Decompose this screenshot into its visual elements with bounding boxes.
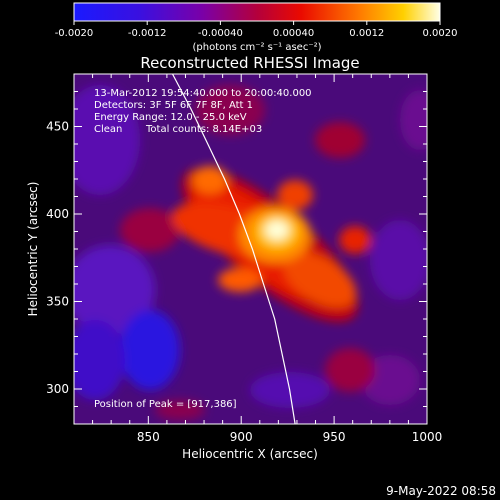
footer-date: 9-May-2022 08:58 bbox=[386, 484, 496, 498]
y-axis-label: Heliocentric Y (arcsec) bbox=[26, 182, 40, 317]
annotation-detectors: Detectors: 3F 5F 6F 7F 8F, Att 1 bbox=[94, 100, 253, 111]
colorbar-tick-label: -0.00040 bbox=[198, 28, 243, 39]
chart-title: Reconstructed RHESSI Image bbox=[140, 54, 359, 72]
annotation-method: Clean bbox=[94, 124, 122, 135]
colorbar: -0.0020 -0.0012 -0.00040 0.00040 0.0012 0.002… bbox=[55, 2, 458, 53]
colorbar-tick-label: 0.0020 bbox=[423, 28, 458, 39]
colorbar-tick-label: 0.0012 bbox=[349, 28, 384, 39]
colorbar-ticks: -0.0020 -0.0012 -0.00040 0.00040 0.0012 0.002… bbox=[55, 21, 458, 39]
annotation-peak-position: Position of Peak = [917,386] bbox=[94, 399, 237, 410]
x-tick-label: 850 bbox=[137, 430, 160, 444]
x-tick-label: 900 bbox=[230, 430, 253, 444]
colorbar-gradient bbox=[74, 3, 440, 21]
solar-limb-line bbox=[171, 74, 296, 424]
x-tick-label: 1000 bbox=[412, 430, 443, 444]
axis-ticks: 850 900 950 1000 300 350 400 450 bbox=[46, 73, 443, 444]
colorbar-units: (photons cm⁻² s⁻¹ asec⁻²) bbox=[192, 42, 321, 53]
colorbar-tick-label: -0.0012 bbox=[128, 28, 167, 39]
heatmap bbox=[74, 74, 427, 424]
y-tick-label: 350 bbox=[46, 295, 69, 309]
y-tick-label: 400 bbox=[46, 207, 69, 221]
x-tick-label: 950 bbox=[323, 430, 346, 444]
annotation-total-counts: Total counts: 8.14E+03 bbox=[145, 124, 262, 135]
y-tick-label: 450 bbox=[46, 120, 69, 134]
annotation-energy-range: Energy Range: 12.0 - 25.0 keV bbox=[94, 112, 247, 123]
colorbar-tick-label: 0.00040 bbox=[273, 28, 314, 39]
y-tick-label: 300 bbox=[46, 382, 69, 396]
annotations: 13-Mar-2012 19:54:40.000 to 20:00:40.000… bbox=[94, 88, 312, 410]
x-axis-label: Heliocentric X (arcsec) bbox=[182, 447, 318, 461]
heatmap-emission bbox=[74, 85, 427, 420]
colorbar-tick-label: -0.0020 bbox=[55, 28, 94, 39]
annotation-time-range: 13-Mar-2012 19:54:40.000 to 20:00:40.000 bbox=[94, 88, 312, 99]
